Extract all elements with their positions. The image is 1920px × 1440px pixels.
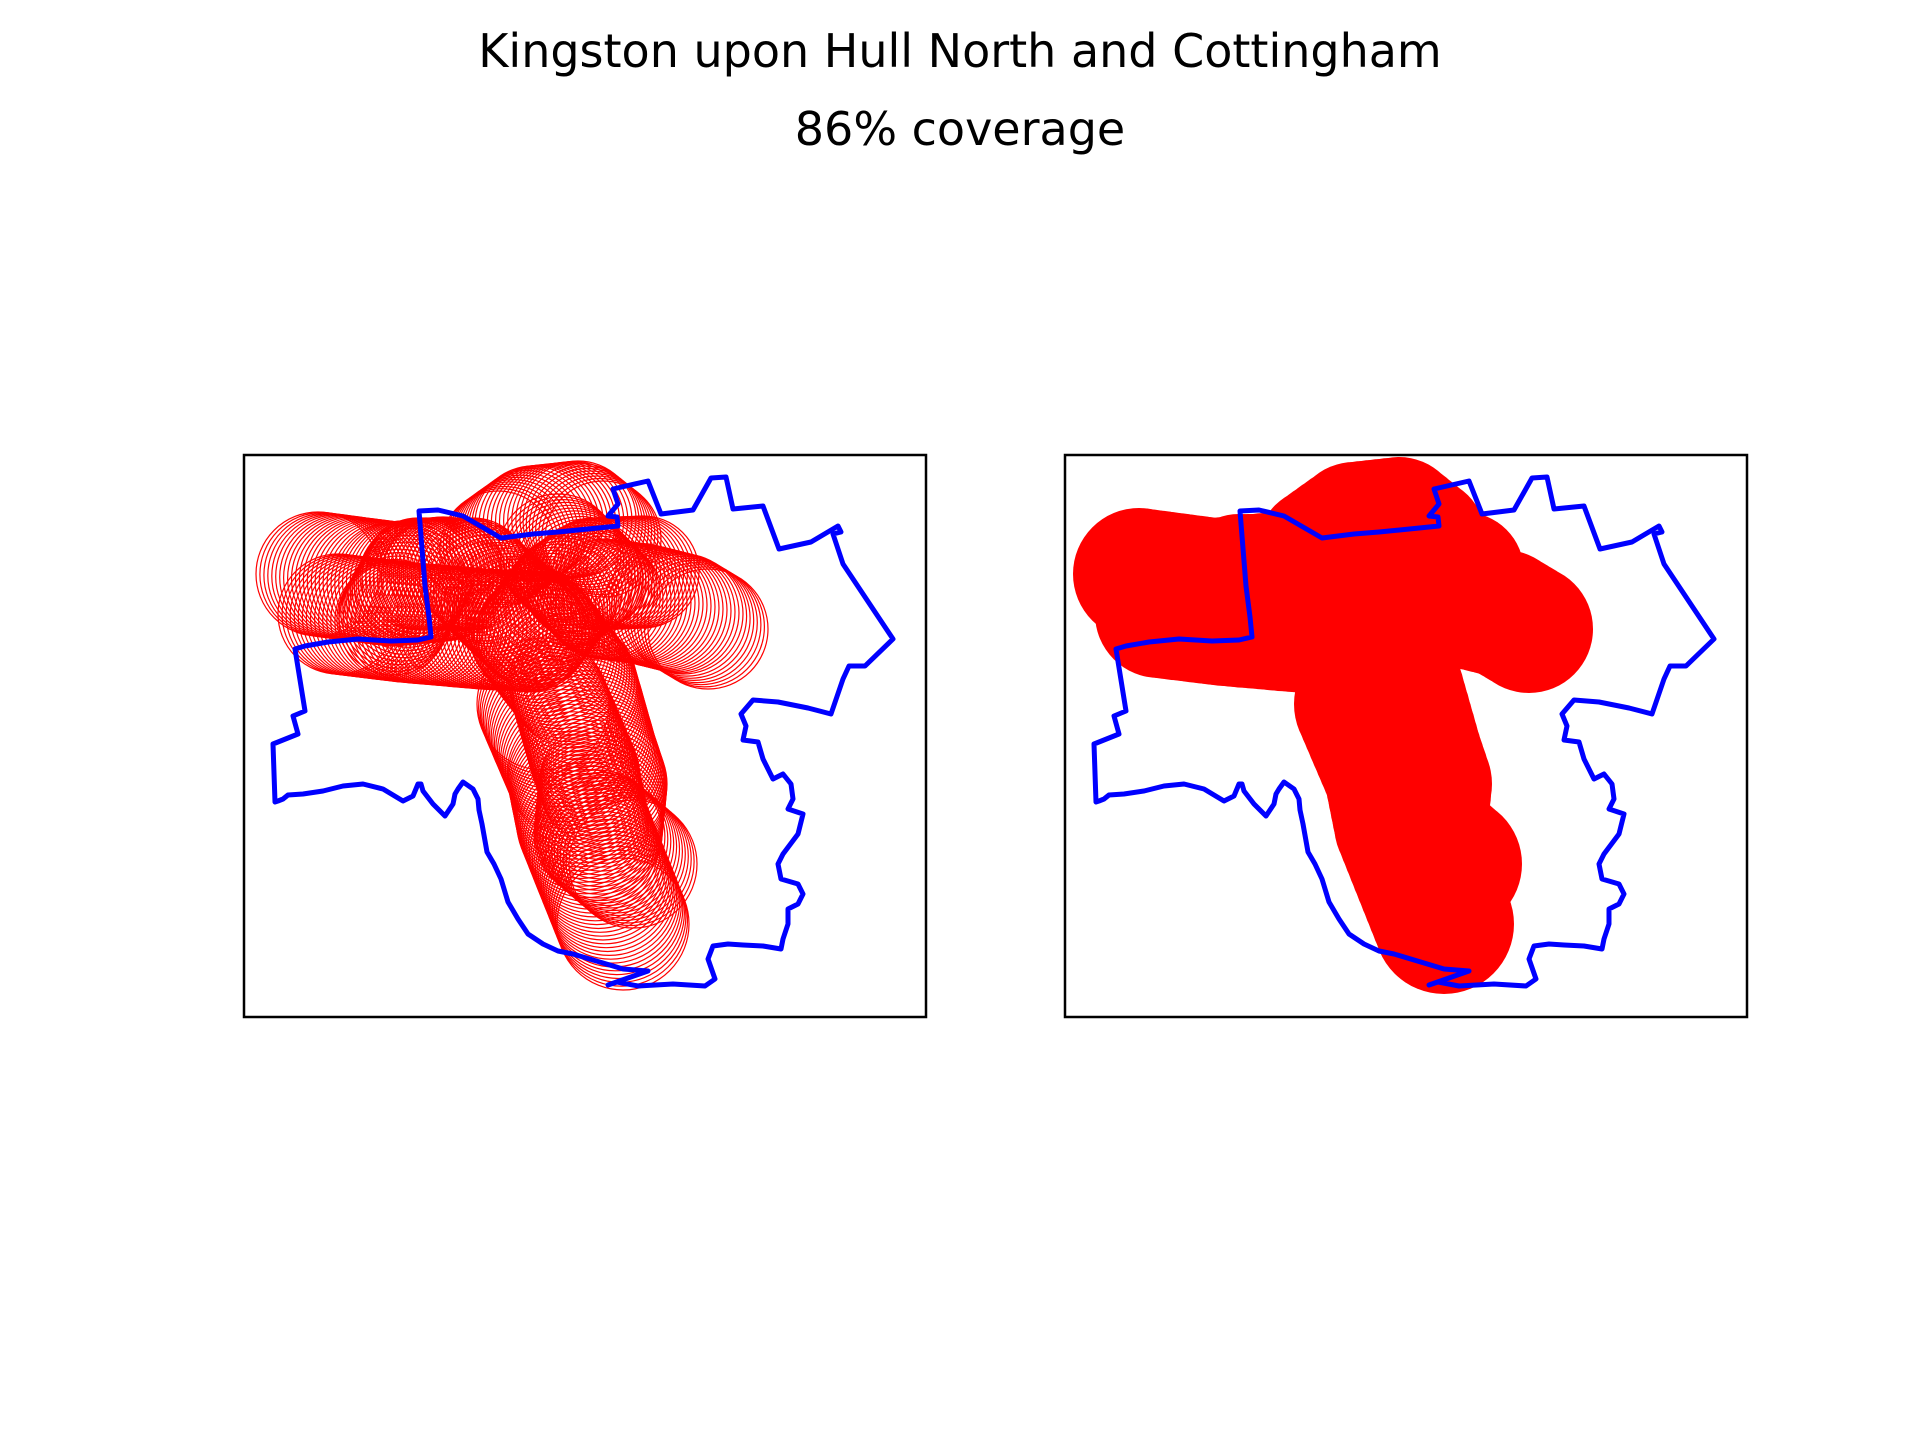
panel-frame (242, 453, 928, 1019)
coverage-circle (586, 515, 700, 629)
coverage-fill-disc (1404, 512, 1524, 632)
coverage-circle (618, 552, 740, 674)
coverage-circle (470, 570, 601, 700)
coverage-map-panel-circles (242, 453, 928, 1019)
coverage-circle (432, 533, 546, 647)
coverage-circle (548, 838, 682, 972)
panel-frame (1063, 453, 1749, 1019)
coverage-circle (342, 552, 456, 666)
coverage-circle (542, 822, 676, 956)
coverage-circle (545, 830, 679, 964)
coverage-circle (485, 590, 616, 720)
coverage-circle (554, 853, 689, 987)
coverage-circle (473, 573, 603, 704)
coverage-circle (494, 552, 609, 666)
coverage-circle (515, 753, 649, 887)
coverage-circle (492, 674, 626, 808)
coverage-circle (541, 818, 675, 953)
coverage-circle (526, 524, 640, 638)
coverage-circle (496, 685, 631, 819)
coverage-circle (530, 696, 661, 827)
coverage-circle (489, 666, 623, 801)
coverage-map-panel-filled (1063, 453, 1749, 1019)
coverage-circle (556, 857, 690, 991)
coverage-circle (542, 776, 672, 907)
coverage-circle (647, 568, 769, 690)
coverage-subtitle: 86% coverage (794, 102, 1126, 156)
coverage-circle (539, 815, 673, 949)
coverage-circle (500, 692, 634, 826)
coverage-circle (550, 842, 684, 976)
coverage-fill-disc (1374, 854, 1514, 994)
coverage-circle (544, 826, 678, 960)
constituency-boundary (1091, 474, 1717, 989)
coverage-circles-layer (255, 460, 769, 991)
coverage-circle (490, 596, 621, 726)
figure-title: Kingston upon Hull North and Cottingham (478, 24, 1442, 78)
coverage-union-layer (1073, 457, 1593, 994)
coverage-circle (480, 583, 611, 713)
coverage-circle (487, 663, 621, 797)
coverage-circle (347, 541, 462, 655)
coverage-circle (622, 553, 744, 675)
constituency-boundary (270, 474, 896, 989)
coverage-circle (636, 562, 758, 684)
coverage-circle (551, 845, 685, 980)
coverage-circle (492, 555, 606, 670)
coverage-circle (346, 545, 460, 659)
